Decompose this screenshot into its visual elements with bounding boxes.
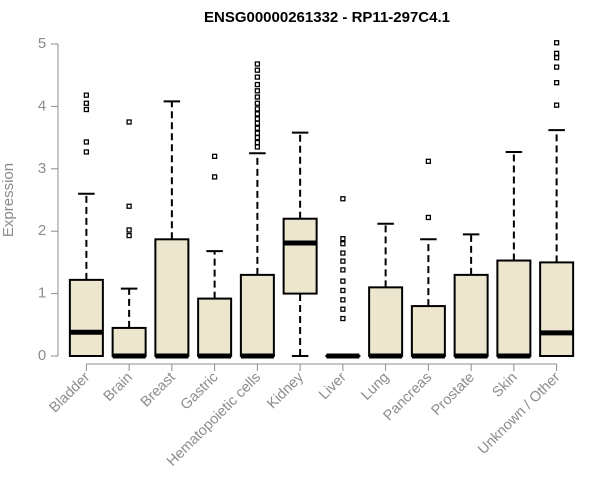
outlier-4-0 [254, 144, 261, 150]
y-tick-label-3: 3 [38, 160, 46, 177]
outlier-4-10 [254, 94, 261, 100]
outlier-0-4 [83, 92, 90, 98]
outlier-4-11 [254, 88, 261, 94]
x-tick-label-0: Bladder [47, 369, 94, 416]
outlier-6-9 [340, 236, 346, 242]
outlier-11-5 [553, 40, 560, 46]
box-series [68, 40, 575, 359]
x-tick-label-6: Liver [316, 369, 350, 403]
outlier-4-5 [254, 120, 261, 126]
outlier-4-15 [254, 61, 261, 67]
outlier-0-1 [83, 139, 90, 145]
outlier-1-3 [126, 119, 132, 125]
box-5 [282, 131, 318, 357]
box-rect-1 [111, 326, 147, 358]
box-1 [111, 119, 147, 359]
y-tick-label-1: 1 [38, 285, 46, 302]
outlier-1-2 [126, 203, 132, 209]
box-2 [154, 100, 190, 359]
box-rect-11 [539, 261, 575, 357]
outlier-4-8 [254, 106, 261, 112]
outlier-6-8 [340, 241, 346, 247]
outlier-3-1 [211, 153, 218, 159]
x-tick-label-2: Breast [138, 370, 179, 411]
y-tick-label-5: 5 [38, 35, 46, 52]
x-tick-label-10: Skin [489, 370, 520, 401]
outlier-4-3 [254, 130, 261, 136]
box-rect-2 [154, 238, 190, 357]
outlier-8-0 [425, 214, 432, 221]
box-rect-0 [68, 278, 104, 358]
box-3 [197, 153, 233, 359]
box-8 [410, 158, 446, 359]
outlier-0-2 [83, 106, 90, 113]
outlier-11-0 [553, 102, 560, 108]
box-4 [239, 61, 275, 359]
outlier-6-2 [340, 297, 346, 303]
outlier-6-6 [340, 258, 346, 264]
y-axis: 0 1 2 3 4 5 [38, 35, 59, 364]
x-tick-label-7: Lung [358, 370, 392, 404]
outlier-6-4 [340, 278, 346, 284]
box-rect-5 [282, 217, 318, 295]
outlier-6-0 [340, 315, 346, 322]
outlier-11-3 [553, 55, 560, 61]
box-6 [325, 196, 361, 359]
box-11 [539, 40, 575, 357]
outlier-11-4 [553, 50, 560, 57]
outlier-0-0 [83, 149, 90, 155]
box-10 [496, 150, 532, 359]
outlier-4-7 [254, 111, 261, 117]
box-rect-3 [197, 297, 233, 358]
outlier-3-0 [211, 174, 218, 180]
outlier-6-1 [340, 306, 346, 312]
outlier-6-5 [340, 267, 346, 273]
box-9 [453, 233, 489, 359]
outlier-6-10 [340, 196, 346, 202]
outlier-6-3 [340, 287, 346, 294]
x-tick-label-1: Brain [101, 370, 136, 405]
y-tick-label-4: 4 [38, 97, 46, 114]
box-rect-9 [453, 273, 489, 358]
outlier-1-0 [126, 232, 132, 239]
x-tick-label-11: Unknown / Other [475, 369, 563, 457]
y-axis-label: Expression [0, 163, 17, 237]
outlier-4-12 [254, 81, 261, 88]
y-tick-label-2: 2 [38, 222, 46, 239]
outlier-4-2 [254, 134, 261, 141]
box-rect-10 [496, 259, 532, 358]
outlier-11-1 [553, 80, 560, 86]
outlier-4-1 [254, 139, 261, 146]
y-tick-label-0: 0 [38, 347, 46, 364]
box-rect-8 [410, 305, 446, 357]
box-0 [68, 92, 104, 358]
outlier-8-1 [425, 158, 432, 164]
outlier-4-14 [254, 67, 261, 73]
outlier-4-4 [254, 125, 261, 131]
outlier-4-6 [254, 116, 261, 122]
outlier-11-2 [553, 64, 560, 70]
outlier-0-3 [83, 100, 90, 106]
box-rect-4 [239, 273, 275, 358]
x-tick-label-9: Prostate [428, 370, 477, 419]
outlier-4-9 [254, 100, 261, 106]
outlier-6-7 [340, 250, 346, 256]
x-tick-label-5: Kidney [264, 369, 307, 412]
outlier-4-13 [254, 74, 261, 80]
box-rect-7 [368, 286, 404, 357]
chart-title: ENSG00000261332 - RP11-297C4.1 [204, 9, 450, 26]
outlier-1-1 [126, 227, 132, 233]
box-7 [368, 222, 404, 359]
